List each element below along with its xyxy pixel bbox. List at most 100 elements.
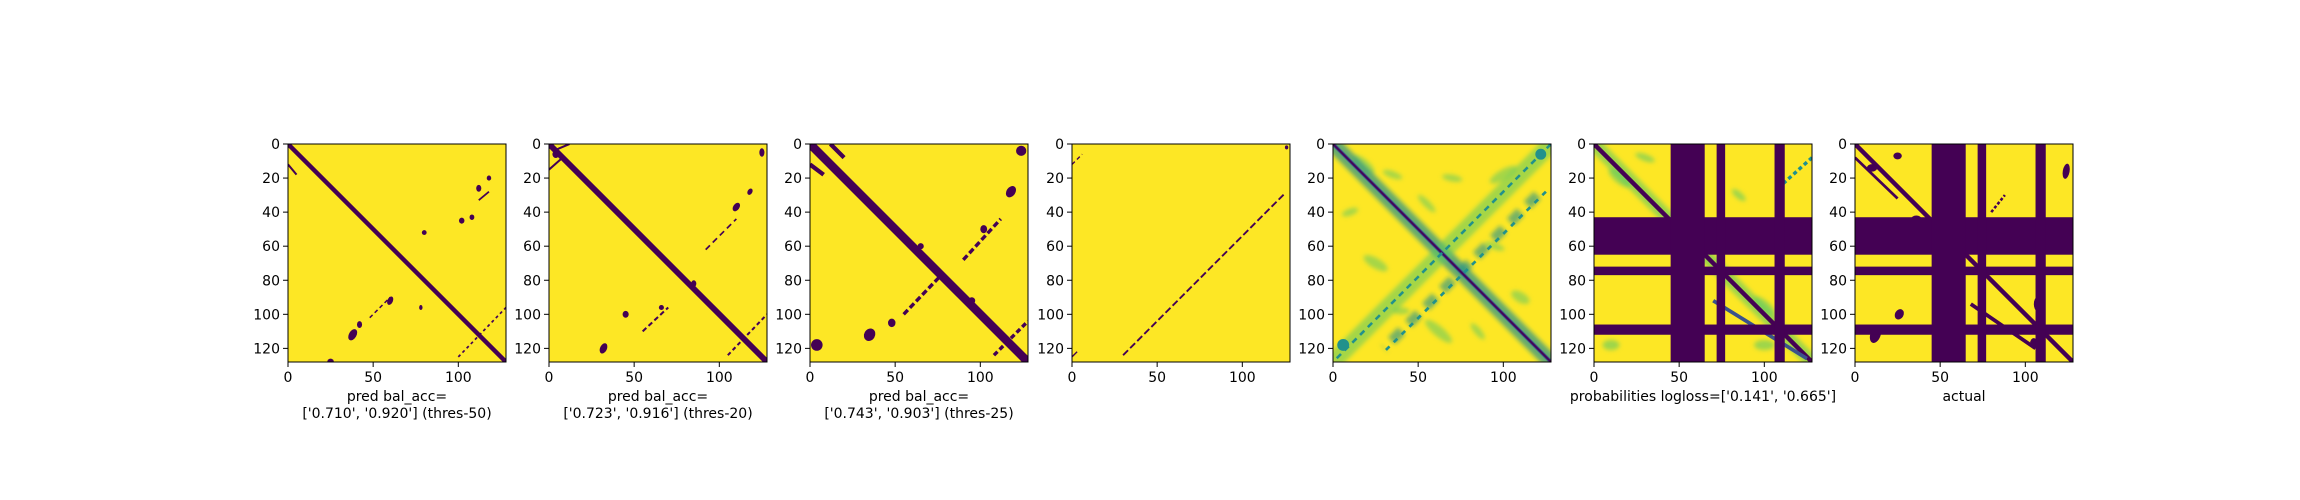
y-tick-label: 100	[1037, 307, 1064, 323]
contact-blob	[458, 217, 465, 224]
x-tick-label: 50	[1931, 370, 1949, 386]
y-tick-label: 120	[514, 341, 541, 357]
probability-speck	[1489, 165, 1517, 184]
y-tick-label: 20	[1307, 171, 1325, 187]
y-tick-label: 120	[1298, 341, 1325, 357]
y-tick-label: 40	[1568, 205, 1586, 221]
contact-blob	[327, 358, 334, 362]
y-tick-label: 100	[1559, 307, 1586, 323]
x-axis-label-line: pred bal_acc=	[608, 389, 708, 405]
x-tick-label: 50	[625, 370, 643, 386]
x-tick-label: 100	[1490, 370, 1517, 386]
contact-blob	[1535, 148, 1547, 160]
x-tick-label: 100	[445, 370, 472, 386]
probability-speck	[1363, 255, 1388, 272]
contact-band	[557, 144, 570, 151]
contact-blob	[622, 310, 629, 318]
probability-speck	[1608, 168, 1631, 188]
y-tick-label: 0	[1838, 137, 1847, 153]
contact-blob	[968, 297, 976, 305]
x-axis-label-line: ['0.710', '0.920'] (thres-50)	[302, 406, 491, 422]
x-axis-label-line: ['0.743', '0.903'] (thres-25)	[824, 406, 1013, 422]
y-tick-label: 120	[253, 341, 280, 357]
x-tick-label: 100	[1751, 370, 1778, 386]
x-axis-label-line: ['0.723', '0.916'] (thres-20)	[563, 406, 752, 422]
contact-blob	[348, 329, 358, 341]
contact-band	[288, 163, 298, 176]
y-tick-label: 0	[1577, 137, 1586, 153]
contact-blob	[691, 280, 697, 288]
x-axis-label: pred bal_acc= ['0.723', '0.916'] (thres-2…	[563, 389, 752, 422]
contact-band	[549, 156, 564, 171]
axes-frame	[548, 143, 768, 363]
x-axis-label: pred bal_acc= ['0.710', '0.920'] (thres-5…	[302, 389, 491, 422]
y-tick-label: 60	[1829, 239, 1847, 255]
x-tick-label: 100	[2012, 370, 2039, 386]
contact-blob	[552, 150, 560, 158]
y-tick-label: 0	[1055, 137, 1064, 153]
y-tick-label: 80	[1829, 273, 1847, 289]
contact-blob	[811, 339, 823, 351]
axes-frame	[1071, 143, 1291, 363]
heatmap-image	[1333, 144, 1551, 362]
mask-column-band	[2035, 144, 2046, 362]
contact-band	[992, 319, 1028, 357]
y-tick-label: 0	[532, 137, 541, 153]
y-tick-label: 80	[1568, 273, 1586, 289]
contact-blob	[387, 296, 394, 305]
x-axis-label-line: probabilities logloss=['0.141', '0.665']	[1570, 389, 1836, 405]
y-tick-label: 20	[1046, 171, 1064, 187]
contact-blob	[421, 230, 427, 235]
y-tick-label: 0	[271, 137, 280, 153]
main-diagonal-band	[288, 144, 506, 362]
axes-frame	[287, 143, 507, 363]
y-tick-label: 100	[253, 307, 280, 323]
mask-column-band	[1931, 144, 1966, 362]
x-tick-label: 50	[1670, 370, 1688, 386]
mask-column-band	[1716, 144, 1726, 362]
contact-blob	[469, 214, 475, 220]
contact-blob	[1337, 339, 1350, 351]
contact-blob	[917, 243, 924, 250]
axes-frame	[809, 143, 1029, 363]
y-tick-label: 80	[1307, 273, 1325, 289]
contact-band	[727, 313, 767, 356]
heatmap-image	[288, 144, 506, 362]
contact-blob	[1866, 164, 1878, 172]
y-tick-label: 20	[784, 171, 802, 187]
x-tick-label: 100	[1229, 370, 1256, 386]
axes-frame	[1854, 143, 2074, 363]
contact-blob	[658, 304, 664, 311]
heatmap-image	[810, 144, 1028, 362]
contact-blob	[419, 304, 423, 311]
contact-band	[369, 296, 391, 319]
contact-blob	[356, 321, 363, 328]
heatmap-image	[1855, 144, 2073, 362]
y-tick-label: 60	[523, 239, 541, 255]
x-tick-label: 50	[364, 370, 382, 386]
x-tick-label: 50	[1409, 370, 1427, 386]
x-tick-label: 50	[1148, 370, 1166, 386]
contact-band	[1072, 351, 1078, 358]
contact-blob	[863, 328, 876, 341]
contact-blob	[1005, 186, 1017, 198]
y-tick-label: 40	[1307, 205, 1325, 221]
y-tick-label: 80	[523, 273, 541, 289]
axes-frame	[1593, 143, 1813, 363]
contact-blob	[476, 184, 482, 192]
x-tick-label: 100	[706, 370, 733, 386]
heatmap-background	[1072, 144, 1290, 362]
probability-speck	[1442, 174, 1463, 182]
contact-band	[810, 162, 825, 177]
y-tick-label: 60	[262, 239, 280, 255]
y-tick-label: 20	[1829, 171, 1847, 187]
heatmap-image	[1072, 144, 1290, 362]
probability-speck	[1753, 296, 1776, 316]
